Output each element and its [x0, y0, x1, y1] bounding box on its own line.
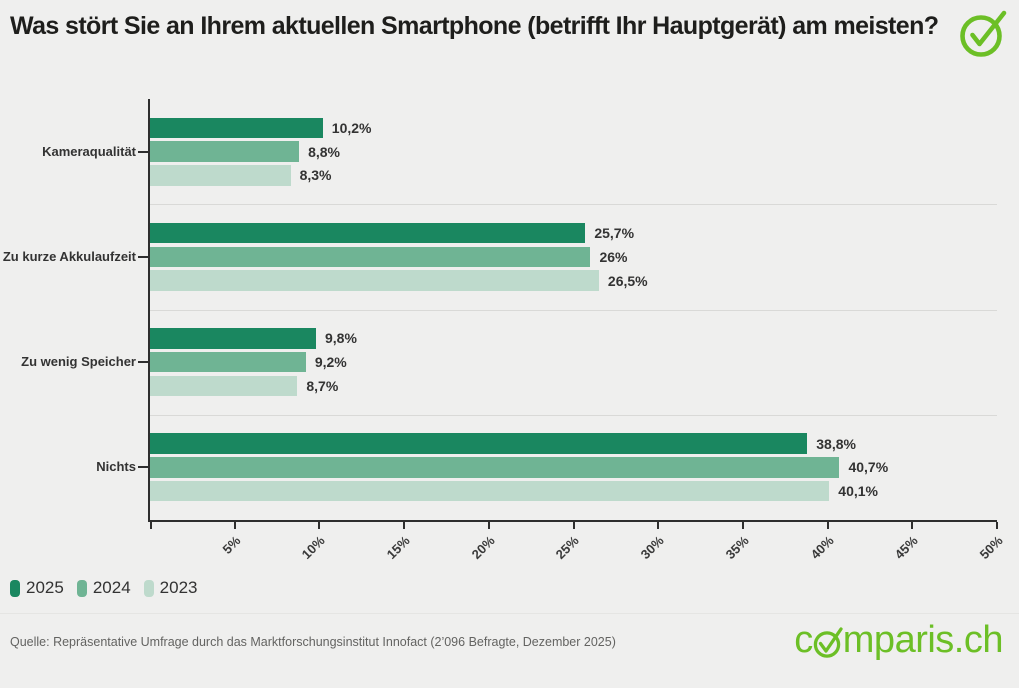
- legend-label: 2025: [26, 578, 64, 597]
- x-axis-tick: [233, 522, 236, 529]
- legend: 2025 2024 2023: [10, 578, 197, 598]
- bar-2025-4: [150, 433, 808, 454]
- x-axis-tick-label-text: 35%: [722, 533, 752, 563]
- x-axis-tick: [911, 522, 914, 529]
- bar-2023-3: [150, 375, 298, 397]
- value-label: 8,3%: [299, 167, 332, 184]
- legend-label: 2023: [159, 578, 198, 597]
- check-circle-icon: [957, 6, 1011, 62]
- x-axis-tick: [150, 522, 152, 529]
- chart-title: Was stört Sie an Ihrem aktuellen Smartph…: [10, 12, 939, 40]
- x-axis-tick-label-text: 20%: [468, 533, 498, 563]
- value-label: 25,7%: [594, 225, 635, 242]
- x-axis-tick: [826, 522, 829, 529]
- legend-swatch: [76, 579, 87, 597]
- bar-2023-1: [150, 165, 291, 186]
- x-axis-tick: [741, 522, 744, 529]
- bar-2024-3: [150, 351, 306, 373]
- x-axis-tick-label-text: 5%: [219, 533, 244, 557]
- logo-check-icon: [813, 618, 843, 659]
- x-axis-tick: [572, 522, 575, 529]
- category-tick: [138, 150, 148, 153]
- legend-item-2024: 2024: [76, 578, 131, 598]
- bar-2024-2: [150, 246, 591, 268]
- category-tick: [138, 255, 148, 258]
- x-axis-tick: [487, 522, 490, 529]
- x-axis-tick-label-text: 25%: [553, 533, 583, 563]
- category-label: Nichts: [96, 459, 136, 475]
- x-axis-tick: [403, 522, 406, 529]
- x-axis-tick-label-text: 10%: [298, 533, 328, 563]
- value-label: 40,1%: [838, 483, 878, 500]
- bar-2025-3: [150, 328, 316, 349]
- value-label: 9,2%: [314, 354, 347, 371]
- x-axis-tick-label-text: 15%: [383, 533, 413, 563]
- legend-item-2023: 2023: [143, 578, 198, 598]
- value-label: 8,7%: [306, 377, 339, 394]
- x-axis-tick-label-text: 40%: [807, 533, 837, 563]
- value-label: 10,2%: [331, 119, 372, 136]
- legend-item-2025: 2025: [10, 578, 64, 598]
- bar-2025-1: [150, 117, 323, 139]
- logo-text-prefix: c: [794, 619, 813, 661]
- x-axis-tick: [657, 522, 660, 529]
- value-label: 40,7%: [848, 459, 889, 476]
- value-label: 26%: [599, 248, 628, 265]
- category-label: Zu wenig Speicher: [21, 354, 136, 370]
- x-axis-tick: [318, 522, 321, 529]
- category-separator-line: [150, 309, 997, 311]
- bar-2023-2: [150, 270, 599, 291]
- x-axis-tick: [996, 522, 998, 529]
- value-label: 38,8%: [816, 435, 856, 452]
- comparis-logo[interactable]: c mparis.ch: [794, 618, 1003, 662]
- logo-text-suffix: mparis.ch: [842, 619, 1004, 661]
- category-separator-line: [150, 204, 997, 206]
- bar-2024-1: [150, 141, 300, 162]
- bar-2024-4: [150, 457, 840, 478]
- bar-2025-2: [150, 222, 586, 244]
- x-axis-tick-label-text: 45%: [891, 533, 921, 563]
- category-label: Zu kurze Akkulaufzeit: [2, 248, 136, 264]
- bar-2023-4: [150, 480, 830, 502]
- category-label: Kameraqualität: [42, 143, 136, 159]
- value-label: 9,8%: [325, 330, 357, 347]
- category-tick: [138, 466, 148, 469]
- x-axis-tick-label-text: 30%: [637, 533, 667, 563]
- legend-swatch: [143, 579, 154, 597]
- category-separator-line: [150, 414, 997, 416]
- x-axis-tick-label-text: 50%: [976, 533, 1006, 563]
- value-label: 8,8%: [308, 143, 340, 160]
- source-note: Quelle: Repräsentative Umfrage durch das…: [10, 635, 616, 649]
- legend-swatch: [10, 579, 20, 597]
- legend-label: 2024: [92, 578, 131, 597]
- category-tick: [138, 361, 148, 364]
- plot-area: Kameraqualität 10,2% 8,8% 8,3% Zu kurze Akku…: [3, 99, 1006, 562]
- value-label: 26,5%: [607, 272, 648, 289]
- footer-divider: [0, 613, 1019, 614]
